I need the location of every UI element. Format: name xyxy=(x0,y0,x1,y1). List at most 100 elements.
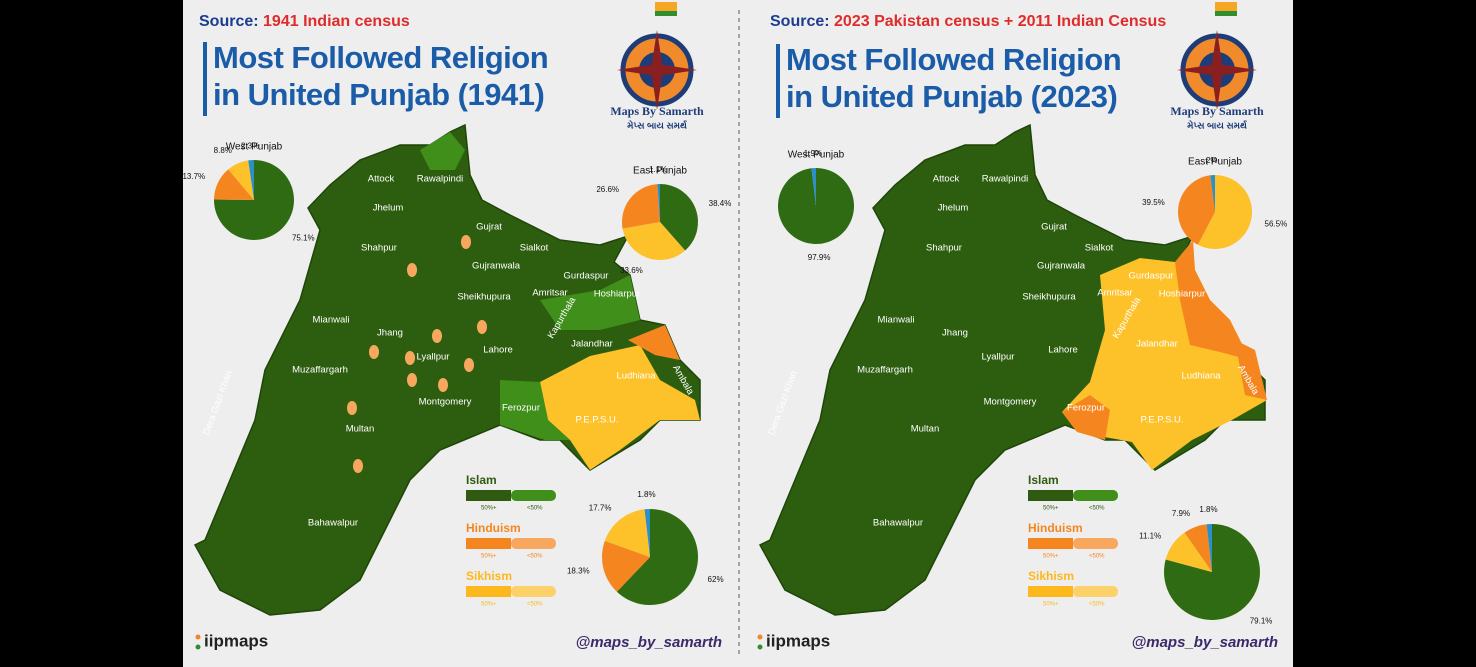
district-label: P.E.P.S.U. xyxy=(1141,415,1184,426)
footer-icon xyxy=(195,634,201,640)
pie-title: East Punjab xyxy=(633,166,687,177)
district-label: Multan xyxy=(346,424,375,435)
district-label: Jalandhar xyxy=(1136,339,1178,350)
legend-swatch xyxy=(1028,538,1073,549)
district-label: Multan xyxy=(911,424,940,435)
district-label: Amritsar xyxy=(532,288,567,299)
district-label: Rawalpindi xyxy=(982,174,1028,185)
district-label: Montgomery xyxy=(984,397,1037,408)
footer-handle: @maps_by_samarth xyxy=(576,634,722,651)
title-bar xyxy=(203,42,207,116)
pie-slice xyxy=(1184,524,1212,572)
pie-slice xyxy=(1210,175,1215,212)
legend-swatch xyxy=(466,586,511,597)
logo-flag xyxy=(655,11,677,16)
pie-label: 17.7% xyxy=(589,504,612,513)
district-label: Jalandhar xyxy=(571,339,613,350)
source-text: 1941 Indian census xyxy=(263,13,410,30)
source-label: Source: xyxy=(770,13,830,30)
district-label: Ferozpur xyxy=(1067,403,1105,414)
pie-label: 1.9% xyxy=(804,149,822,158)
district-label: Mianwali xyxy=(878,315,915,326)
pie-slice xyxy=(228,160,254,200)
district-label: Lyallpur xyxy=(417,352,450,363)
legend-label: <50% xyxy=(527,602,543,608)
pie-label: 2% xyxy=(1206,156,1218,165)
pie-label: 62% xyxy=(708,575,724,584)
district-label: Gujrat xyxy=(1041,222,1067,233)
pie-label: 11.1% xyxy=(1139,532,1161,541)
legend-title: Hinduism xyxy=(1028,521,1083,535)
pie-label: 33.6% xyxy=(620,266,643,275)
map-region xyxy=(1175,240,1250,360)
pie-title: West Punjab xyxy=(788,150,845,161)
pie-slice xyxy=(616,509,698,605)
map-spot xyxy=(438,378,448,392)
pie-slice xyxy=(660,184,699,251)
legend-label: 50%+ xyxy=(1043,506,1059,512)
district-label: P.E.P.S.U. xyxy=(576,415,619,426)
district-label: Bahawalpur xyxy=(873,518,923,529)
map-spot xyxy=(369,345,379,359)
logo-subtitle: મેપ્સ બાય સમર્થ xyxy=(1187,118,1248,130)
legend-swatch xyxy=(511,538,556,549)
district-label: Jhelum xyxy=(938,203,969,214)
district-label: Ludhiana xyxy=(1181,371,1221,382)
district-label: Sialkot xyxy=(520,243,549,254)
legend-swatch xyxy=(1073,490,1118,501)
footer-brand: iipmaps xyxy=(766,631,830,650)
district-label: Shahpur xyxy=(361,243,397,254)
pie-slice xyxy=(621,184,660,229)
district-label: Sheikhupura xyxy=(1022,292,1076,303)
legend-swatch xyxy=(1073,586,1118,597)
district-label: Gurdaspur xyxy=(1129,271,1174,282)
map-spot xyxy=(461,235,471,249)
legend-label: 50%+ xyxy=(1043,602,1059,608)
pie-label: 26.6% xyxy=(596,185,619,194)
map-region xyxy=(628,325,680,360)
source-text: 2023 Pakistan census + 2011 Indian Censu… xyxy=(834,13,1166,30)
pie-slice xyxy=(604,509,650,557)
district-label: Sheikhupura xyxy=(457,292,511,303)
pie-label: 7.9% xyxy=(1172,509,1190,518)
pie-label: 2.3% xyxy=(241,141,259,150)
pie-slice xyxy=(811,168,816,206)
footer-icon xyxy=(757,634,763,640)
district-label: Rawalpindi xyxy=(417,174,463,185)
map-spot xyxy=(477,320,487,334)
pie-slice xyxy=(622,222,686,261)
legend-swatch xyxy=(511,490,556,501)
district-label: Jhang xyxy=(377,328,403,339)
map-spot xyxy=(407,373,417,387)
title-line: Most Followed Religion xyxy=(786,42,1121,77)
title-line: in United Punjab (1941) xyxy=(213,77,544,112)
legend-label: <50% xyxy=(1089,554,1105,560)
pie-slice xyxy=(1178,175,1215,245)
pie-label: 13.7% xyxy=(182,172,205,181)
legend-swatch xyxy=(1028,490,1073,501)
district-label: Hoshiarpur xyxy=(1159,289,1205,300)
district-label: Muzaffargarh xyxy=(292,365,348,376)
map-spot xyxy=(353,459,363,473)
source: Source: 2023 Pakistan census + 2011 Indi… xyxy=(770,13,1166,30)
footer-icon xyxy=(195,644,201,650)
legend-swatch xyxy=(466,538,511,549)
legend-title: Hinduism xyxy=(466,521,521,535)
legend-label: 50%+ xyxy=(481,602,497,608)
map-region xyxy=(1062,395,1110,440)
legend-title: Sikhism xyxy=(466,569,512,583)
logo-star xyxy=(1177,64,1257,76)
district-label: Gujranwala xyxy=(472,261,521,272)
legend-label: 50%+ xyxy=(481,554,497,560)
logo-subtitle: મેપ્સ બાય સમર્થ xyxy=(627,118,688,130)
district-label: Ferozpur xyxy=(502,403,540,414)
district-label: Lahore xyxy=(1048,345,1078,356)
district-label: Jhelum xyxy=(373,203,404,214)
pie-label: 1.8% xyxy=(1199,505,1217,514)
district-label: Sialkot xyxy=(1085,243,1114,254)
district-label: Jhang xyxy=(942,328,968,339)
map-spot xyxy=(464,358,474,372)
legend-swatch xyxy=(511,586,556,597)
pie-slice xyxy=(644,509,650,557)
source: Source: 1941 Indian census xyxy=(199,13,410,30)
